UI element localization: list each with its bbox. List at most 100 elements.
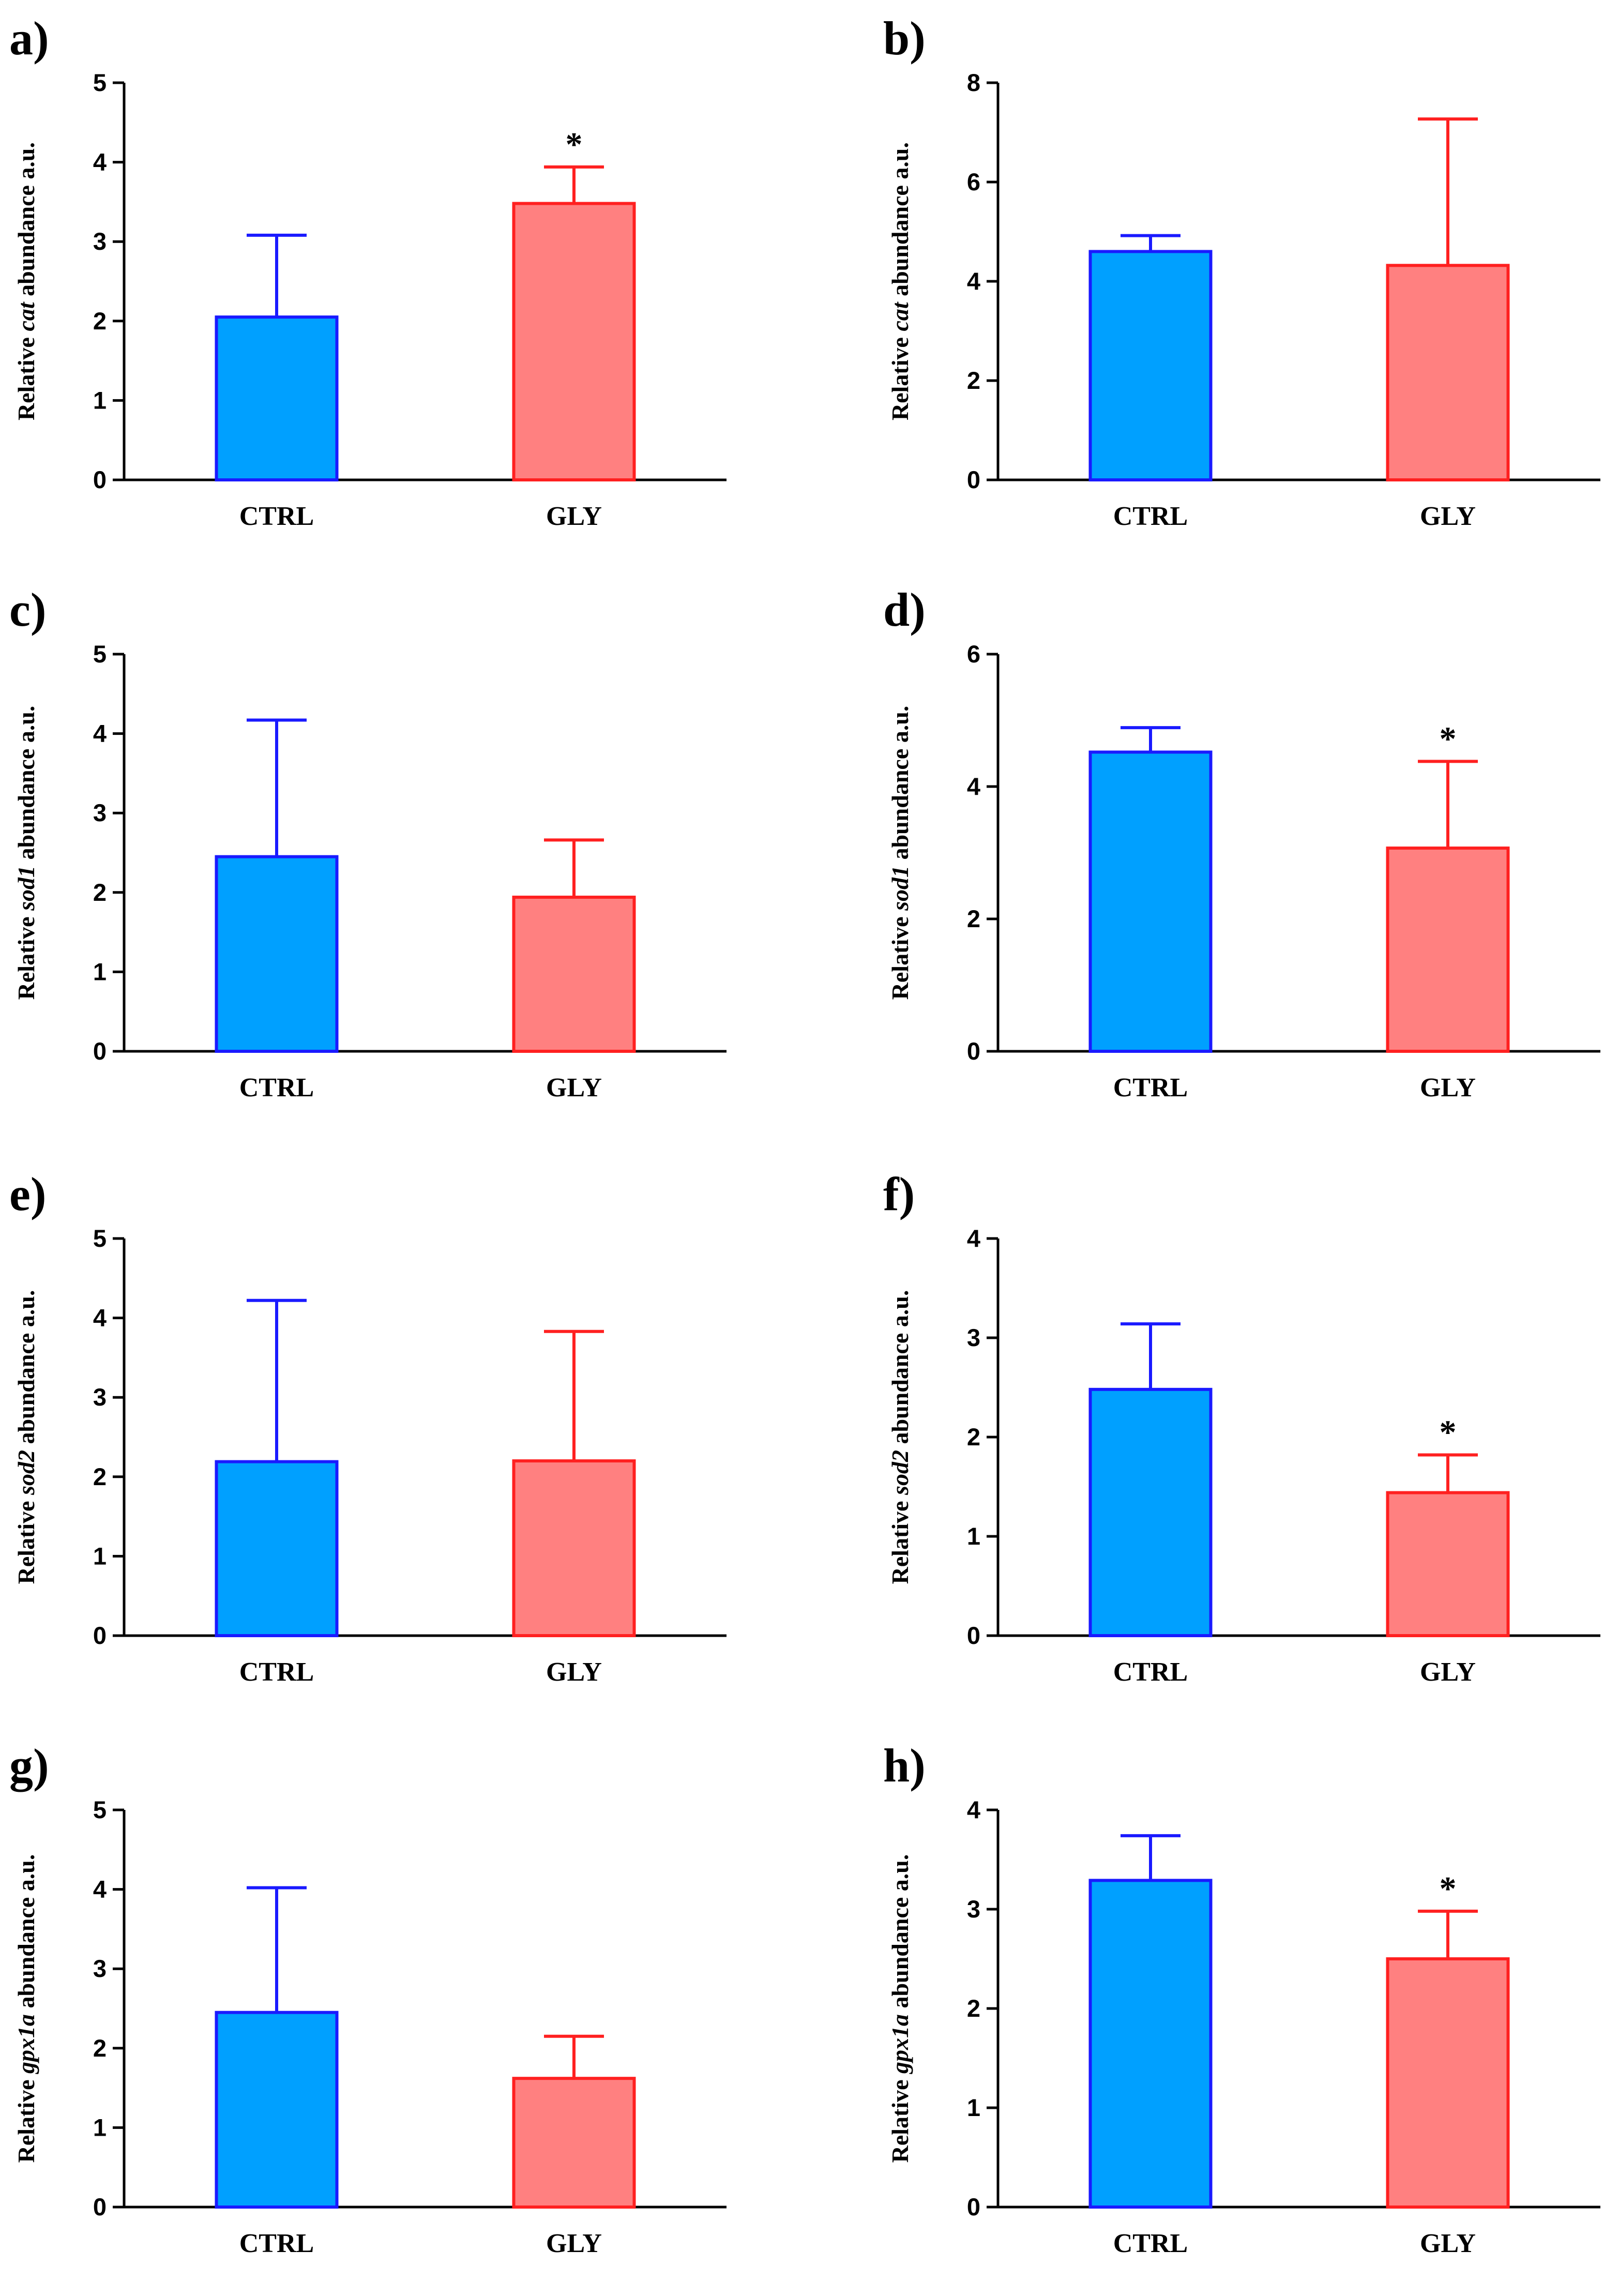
y-tick-label: 4	[93, 1876, 107, 1903]
significance-marker: *	[1440, 720, 1457, 758]
y-tick-label: 5	[93, 69, 107, 96]
bar-ctrl	[215, 315, 339, 481]
panel-label: d)	[883, 583, 926, 636]
chart-svg: g) 0 1 2 3 4 5 Relative gpx1a abundance a.u. CTR…	[9, 1739, 727, 2258]
x-category-label: GLY	[1420, 1657, 1476, 1687]
x-category-label: CTRL	[1113, 1073, 1188, 1102]
y-tick-label: 0	[967, 466, 980, 493]
significance-marker: *	[566, 126, 583, 163]
y-axis-title: Relative cat abundance a.u.	[13, 142, 39, 420]
chart-svg: b) 0 2 4 6 8 Relative cat abundance a.u. CTRL GL…	[883, 12, 1600, 531]
y-tick-label: 4	[93, 720, 107, 747]
y-axis-title: Relative sod2 abundance a.u.	[13, 1290, 39, 1584]
y-tick-label: 4	[967, 1225, 980, 1252]
chart-panel-g: g) 0 1 2 3 4 5 Relative gpx1a abundance a.u. CTR…	[0, 1727, 809, 2296]
y-tick-label: 0	[93, 1622, 107, 1649]
bar-ctrl	[1088, 750, 1213, 1053]
y-tick-label: 5	[93, 1796, 107, 1823]
y-tick-label: 4	[967, 267, 980, 295]
y-tick-label: 3	[967, 1324, 980, 1351]
y-tick-label: 2	[967, 367, 980, 394]
y-tick-label: 4	[967, 1796, 980, 1823]
bar-gly	[512, 1459, 636, 1638]
chart-panel-f: f) 0 1 2 3 4 Relative sod2 abundance a.u. CTRL G…	[874, 1156, 1619, 1725]
chart-svg: d) 0 2 4 6 Relative sod1 abundance a.u. CTRL GL…	[883, 583, 1600, 1102]
bar-gly	[512, 896, 636, 1053]
y-axis-title: Relative gpx1a abundance a.u.	[13, 1854, 39, 2163]
bar-ctrl	[215, 2011, 339, 2209]
y-axis-title: Relative cat abundance a.u.	[887, 142, 913, 420]
y-tick-label: 3	[93, 1955, 107, 1982]
y-tick-label: 2	[93, 879, 107, 906]
x-category-label: GLY	[546, 1657, 602, 1687]
chart-svg: f) 0 1 2 3 4 Relative sod2 abundance a.u. CTRL G…	[883, 1168, 1600, 1687]
x-category-label: CTRL	[1113, 502, 1188, 531]
y-tick-label: 1	[967, 2094, 980, 2121]
bar-ctrl	[215, 1460, 339, 1638]
y-tick-label: 4	[93, 1304, 107, 1332]
panel-label: e)	[9, 1168, 46, 1220]
y-tick-label: 2	[967, 1423, 980, 1451]
bar-gly	[1386, 847, 1510, 1053]
y-axis-title: Relative sod1 abundance a.u.	[887, 706, 913, 1000]
x-category-label: GLY	[1420, 1073, 1476, 1102]
y-tick-label: 0	[967, 1037, 980, 1065]
y-tick-label: 5	[93, 1225, 107, 1252]
x-category-label: CTRL	[239, 1073, 314, 1102]
panel-label: c)	[9, 583, 46, 636]
chart-svg: h) 0 1 2 3 4 Relative gpx1a abundance a.u. CTRL…	[883, 1739, 1600, 2258]
chart-panel-a: a) 0 1 2 3 4 5 Relative cat abundance a.u. CTRL G…	[0, 0, 809, 569]
y-tick-label: 4	[967, 773, 980, 800]
significance-marker: *	[1440, 1870, 1457, 1908]
bar-gly	[1386, 1491, 1510, 1638]
y-tick-label: 2	[93, 2034, 107, 2062]
panel-label: b)	[883, 12, 926, 65]
y-tick-label: 8	[967, 69, 980, 96]
x-category-label: GLY	[546, 2229, 602, 2258]
bar-ctrl	[1088, 250, 1213, 481]
y-axis-title: Relative gpx1a abundance a.u.	[887, 1854, 913, 2163]
panel-label: g)	[9, 1739, 49, 1792]
x-category-label: GLY	[546, 1073, 602, 1102]
significance-marker: *	[1440, 1414, 1457, 1452]
bar-ctrl	[1088, 1879, 1213, 2209]
y-tick-label: 5	[93, 640, 107, 668]
x-category-label: GLY	[546, 502, 602, 531]
y-tick-label: 0	[93, 1037, 107, 1065]
chart-panel-h: h) 0 1 2 3 4 Relative gpx1a abundance a.u. CTRL…	[874, 1727, 1619, 2296]
bar-gly	[1386, 1957, 1510, 2209]
y-tick-label: 2	[967, 1995, 980, 2022]
y-tick-label: 2	[93, 1463, 107, 1490]
chart-panel-d: d) 0 2 4 6 Relative sod1 abundance a.u. CTRL GL…	[874, 571, 1619, 1140]
y-tick-label: 1	[93, 2113, 107, 2141]
x-category-label: CTRL	[1113, 1657, 1188, 1687]
chart-svg: e) 0 1 2 3 4 5 Relative sod2 abundance a.u. CTRL…	[9, 1168, 727, 1687]
x-category-label: CTRL	[239, 1657, 314, 1687]
x-category-label: GLY	[1420, 2229, 1476, 2258]
bar-ctrl	[215, 855, 339, 1053]
chart-panel-b: b) 0 2 4 6 8 Relative cat abundance a.u. CTRL GL…	[874, 0, 1619, 569]
y-tick-label: 2	[967, 905, 980, 932]
chart-panel-e: e) 0 1 2 3 4 5 Relative sod2 abundance a.u. CTRL…	[0, 1156, 809, 1725]
y-tick-label: 3	[93, 1383, 107, 1411]
x-category-label: CTRL	[239, 502, 314, 531]
y-tick-label: 4	[93, 148, 107, 176]
y-tick-label: 3	[967, 1895, 980, 1923]
chart-panel-c: c) 0 1 2 3 4 5 Relative sod1 abundance a.u. CTRL…	[0, 571, 809, 1140]
y-tick-label: 2	[93, 307, 107, 335]
y-tick-label: 0	[967, 1622, 980, 1649]
panel-label: a)	[9, 12, 49, 65]
bar-gly	[512, 202, 636, 481]
chart-svg: a) 0 1 2 3 4 5 Relative cat abundance a.u. CTRL G…	[9, 12, 727, 531]
y-tick-label: 6	[967, 168, 980, 195]
y-tick-label: 6	[967, 640, 980, 668]
y-tick-label: 3	[93, 228, 107, 255]
y-tick-label: 3	[93, 799, 107, 826]
y-axis-title: Relative sod2 abundance a.u.	[887, 1290, 913, 1584]
x-category-label: CTRL	[239, 2229, 314, 2258]
chart-svg: c) 0 1 2 3 4 5 Relative sod1 abundance a.u. CTRL…	[9, 583, 727, 1102]
bar-gly	[1386, 264, 1510, 482]
y-tick-label: 1	[93, 386, 107, 414]
y-tick-label: 1	[93, 958, 107, 985]
